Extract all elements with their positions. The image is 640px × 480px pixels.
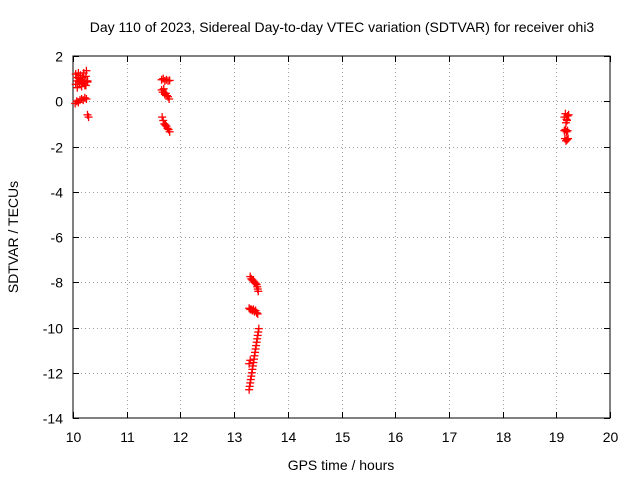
axis-ticks: 10 11 12 13 14 15 16 17 18 19 2020-2-4-6-8-10-12-1… [43, 49, 619, 446]
y-tick-label: -6 [51, 230, 64, 246]
x-tick-label: 16 [388, 429, 404, 445]
x-tick-label: 13 [227, 429, 243, 445]
data-point [73, 83, 82, 92]
data-point [253, 309, 262, 318]
y-axis-label: SDTVAR / TECUs [5, 181, 21, 293]
data-point [252, 308, 261, 317]
x-axis-label: GPS time / hours [288, 457, 395, 473]
y-tick-label: -8 [51, 275, 64, 291]
data-point [80, 93, 89, 102]
data-point [83, 76, 92, 85]
data-point [245, 385, 254, 394]
x-tick-label: 18 [496, 429, 512, 445]
data-point [246, 356, 255, 365]
x-tick-label: 15 [335, 429, 351, 445]
data-point [563, 135, 572, 144]
data-point [159, 84, 168, 93]
y-tick-label: 0 [55, 94, 63, 110]
y-tick-label: 2 [55, 49, 63, 65]
x-tick-label: 17 [442, 429, 458, 445]
y-tick-label: -2 [51, 140, 64, 156]
y-tick-label: -12 [43, 366, 63, 382]
data-points [71, 66, 573, 394]
data-point [165, 94, 174, 103]
data-point [251, 279, 260, 288]
data-point [82, 66, 91, 75]
data-point [165, 76, 174, 85]
data-point [165, 127, 174, 136]
x-tick-label: 10 [66, 429, 82, 445]
x-tick-label: 11 [120, 429, 135, 445]
x-tick-label: 20 [603, 429, 619, 445]
data-point [564, 134, 573, 143]
data-point [75, 78, 84, 87]
grid [73, 56, 610, 418]
data-point [254, 287, 263, 296]
x-tick-label: 12 [173, 429, 189, 445]
data-point [245, 359, 254, 368]
y-tick-label: -10 [43, 321, 63, 337]
data-point [564, 110, 573, 119]
data-point [84, 113, 93, 122]
x-tick-label: 14 [281, 429, 297, 445]
data-point [563, 116, 572, 125]
data-point [82, 94, 91, 103]
y-tick-label: -14 [43, 411, 63, 427]
data-point [563, 126, 572, 135]
y-tick-label: -4 [51, 185, 64, 201]
data-point [81, 81, 90, 90]
data-point [158, 113, 167, 122]
chart-title: Day 110 of 2023, Sidereal Day-to-day VTE… [90, 19, 595, 35]
data-point [562, 127, 571, 136]
data-point [159, 116, 168, 125]
x-tick-label: 19 [549, 429, 565, 445]
